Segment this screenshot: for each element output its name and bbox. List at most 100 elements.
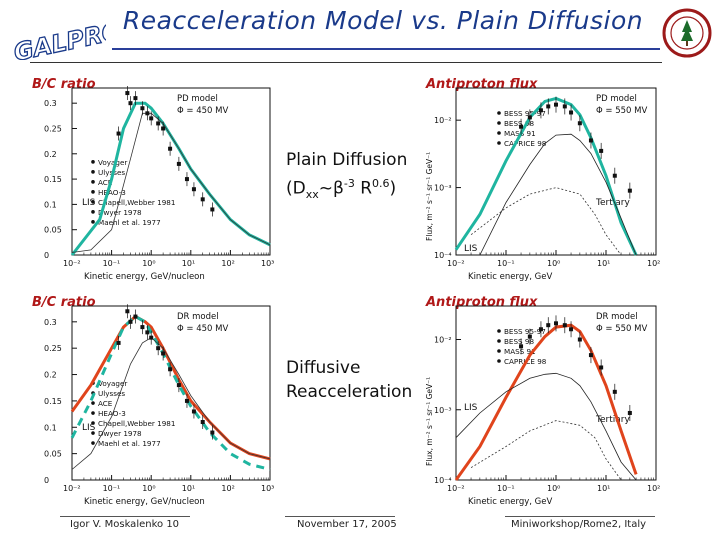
footer-venue: Miniworkshop/Rome2, Italy bbox=[511, 519, 647, 530]
x-tick-label: 10⁻¹ bbox=[103, 259, 121, 268]
y-tick-label: 0.2 bbox=[44, 150, 57, 159]
y-axis-label: Flux, m⁻² s⁻¹ sr⁻¹ GeV⁻¹ bbox=[425, 377, 434, 466]
data-point bbox=[577, 121, 582, 126]
bc-ratio-pd-plot: B/C ratio 10⁻² 10⁻¹ 10⁰ 10¹ 10² 10³ Kinetic ene… bbox=[32, 77, 274, 282]
x-tick-label: 10⁻¹ bbox=[497, 259, 515, 268]
data-point bbox=[156, 121, 161, 126]
data-point bbox=[140, 325, 145, 330]
legend-marker bbox=[91, 431, 95, 435]
legend-entry: Maehl et al. 1977 bbox=[98, 218, 161, 227]
x-tick-label: 10⁰ bbox=[547, 484, 560, 493]
legend-entry: Dwyer 1978 bbox=[98, 429, 142, 438]
y-tick-label: 0.05 bbox=[44, 226, 62, 235]
y-tick-label: 0 bbox=[44, 251, 49, 260]
footer-rule-center bbox=[285, 516, 395, 517]
legend-marker bbox=[91, 160, 95, 164]
galprop-logo: GALPROP bbox=[11, 12, 106, 60]
legend-entry: HEAO-3 bbox=[98, 188, 126, 197]
legend-marker bbox=[91, 401, 95, 405]
y-axis-label: Flux, m⁻² s⁻¹ sr⁻¹ GeV⁻¹ bbox=[425, 152, 434, 241]
plain-diffusion-line1: Plain Diffusion bbox=[286, 150, 408, 170]
legend-entry: Chapell,Webber 1981 bbox=[98, 198, 175, 207]
phi-label: Φ = 550 MV bbox=[596, 324, 647, 334]
annotation-lis: LIS bbox=[464, 244, 478, 254]
diffusive-reacceleration-label: Diffusive Reacceleration bbox=[286, 356, 412, 404]
data-point bbox=[546, 323, 551, 328]
x-tick-label: 10³ bbox=[261, 484, 274, 493]
data-point bbox=[168, 367, 173, 372]
data-point bbox=[599, 365, 604, 370]
x-tick-label: 10⁻¹ bbox=[497, 484, 515, 493]
y-tick-label: 0.25 bbox=[44, 344, 62, 353]
y-tick-label: 0.25 bbox=[44, 124, 62, 133]
x-tick-label: 10¹ bbox=[597, 484, 610, 493]
x-axis-label: Kinetic energy, GeV/nucleon bbox=[84, 272, 205, 282]
plain-diffusion-label: Plain Diffusion (Dxx~β-3 R0.6) bbox=[286, 148, 407, 207]
legend-marker bbox=[497, 359, 501, 363]
data-point bbox=[149, 335, 154, 340]
series-model bbox=[454, 96, 638, 256]
plot-frame bbox=[71, 305, 271, 481]
data-point bbox=[184, 177, 189, 182]
data-point bbox=[588, 353, 593, 358]
legend-entry: Voyager bbox=[98, 379, 127, 388]
legend-entry: BESS 98 bbox=[504, 119, 534, 128]
data-point bbox=[519, 344, 524, 349]
legend-marker bbox=[91, 421, 95, 425]
legend-entry: CAPRICE 98 bbox=[504, 139, 547, 148]
data-point bbox=[191, 187, 196, 192]
data-point bbox=[210, 207, 215, 212]
data-point bbox=[125, 91, 130, 96]
series-dotted bbox=[470, 420, 622, 481]
legend-entry: BESS 95-97 bbox=[504, 109, 546, 118]
annotation-lis: LIS bbox=[82, 423, 96, 433]
legend-marker bbox=[91, 210, 95, 214]
x-tick-label: 10⁰ bbox=[547, 259, 560, 268]
antiproton-pd-plot: Antiproton flux 10⁻² 10⁻¹ 10⁰ 10¹ 10² Kinetic … bbox=[425, 77, 660, 282]
annotation-tertiary: Tertiary bbox=[595, 198, 630, 208]
legend-marker bbox=[91, 441, 95, 445]
y-tick-label: 10⁻³ bbox=[434, 184, 452, 193]
footer-author: Igor V. Moskalenko 10 bbox=[70, 519, 180, 530]
data-point bbox=[156, 346, 161, 351]
x-tick-label: 10¹ bbox=[182, 484, 195, 493]
y-tick-label: 0.15 bbox=[44, 175, 62, 184]
data-point bbox=[161, 126, 166, 131]
y-tick-label: 0.3 bbox=[44, 318, 57, 327]
panel-label: B/C ratio bbox=[32, 295, 96, 310]
data-point bbox=[577, 337, 582, 342]
x-tick-label: 10⁰ bbox=[142, 484, 155, 493]
dr-line2: Reacceleration bbox=[286, 382, 413, 402]
legend-marker bbox=[497, 339, 501, 343]
series-model bbox=[454, 323, 638, 481]
data-point bbox=[538, 108, 543, 113]
legend-marker bbox=[497, 349, 501, 353]
x-axis-label: Kinetic energy, GeV bbox=[468, 497, 552, 507]
data-point bbox=[612, 173, 617, 178]
y-tick-label: 0.1 bbox=[44, 200, 57, 209]
legend-marker bbox=[91, 411, 95, 415]
legend-marker bbox=[497, 121, 501, 125]
data-point bbox=[554, 321, 558, 326]
x-tick-label: 10⁻² bbox=[63, 484, 81, 493]
data-point bbox=[128, 319, 133, 324]
series-thin bbox=[455, 372, 637, 481]
y-tick-label: 10⁻² bbox=[434, 116, 452, 125]
y-tick-label: 0.05 bbox=[44, 450, 62, 459]
data-point bbox=[145, 111, 150, 116]
legend-marker bbox=[497, 111, 501, 115]
legend-entry: Voyager bbox=[98, 158, 127, 167]
data-point bbox=[161, 351, 166, 356]
y-tick-label: 10⁻⁴ bbox=[434, 476, 452, 485]
legend-entry: Ulysses bbox=[98, 389, 125, 398]
panel-label: B/C ratio bbox=[32, 77, 96, 92]
annotation-lis: LIS bbox=[82, 198, 96, 208]
annotation-lis: LIS bbox=[464, 403, 478, 413]
x-tick-label: 10⁻² bbox=[63, 259, 81, 268]
data-point bbox=[569, 327, 574, 332]
data-point bbox=[200, 420, 205, 424]
legend-marker bbox=[91, 200, 95, 204]
legend-entry: MASS 91 bbox=[504, 347, 536, 356]
x-tick-label: 10¹ bbox=[597, 259, 610, 268]
series-thin bbox=[479, 133, 637, 256]
